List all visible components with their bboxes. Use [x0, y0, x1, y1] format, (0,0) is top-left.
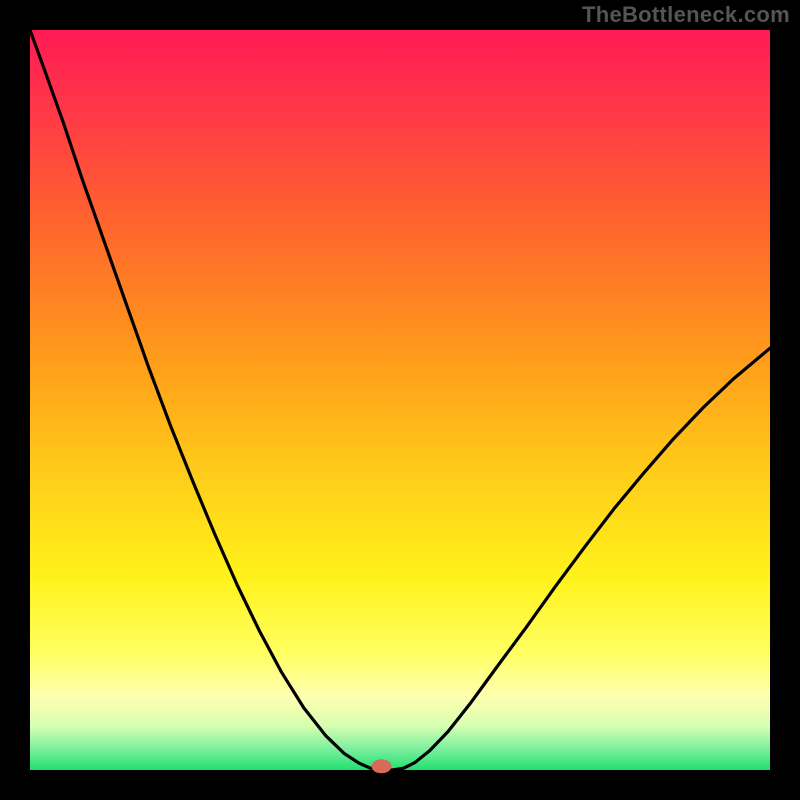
chart-canvas	[0, 0, 800, 800]
watermark-text: TheBottleneck.com	[582, 2, 790, 28]
bottleneck-chart: TheBottleneck.com	[0, 0, 800, 800]
plot-background	[30, 30, 770, 770]
minimum-marker	[372, 759, 392, 773]
